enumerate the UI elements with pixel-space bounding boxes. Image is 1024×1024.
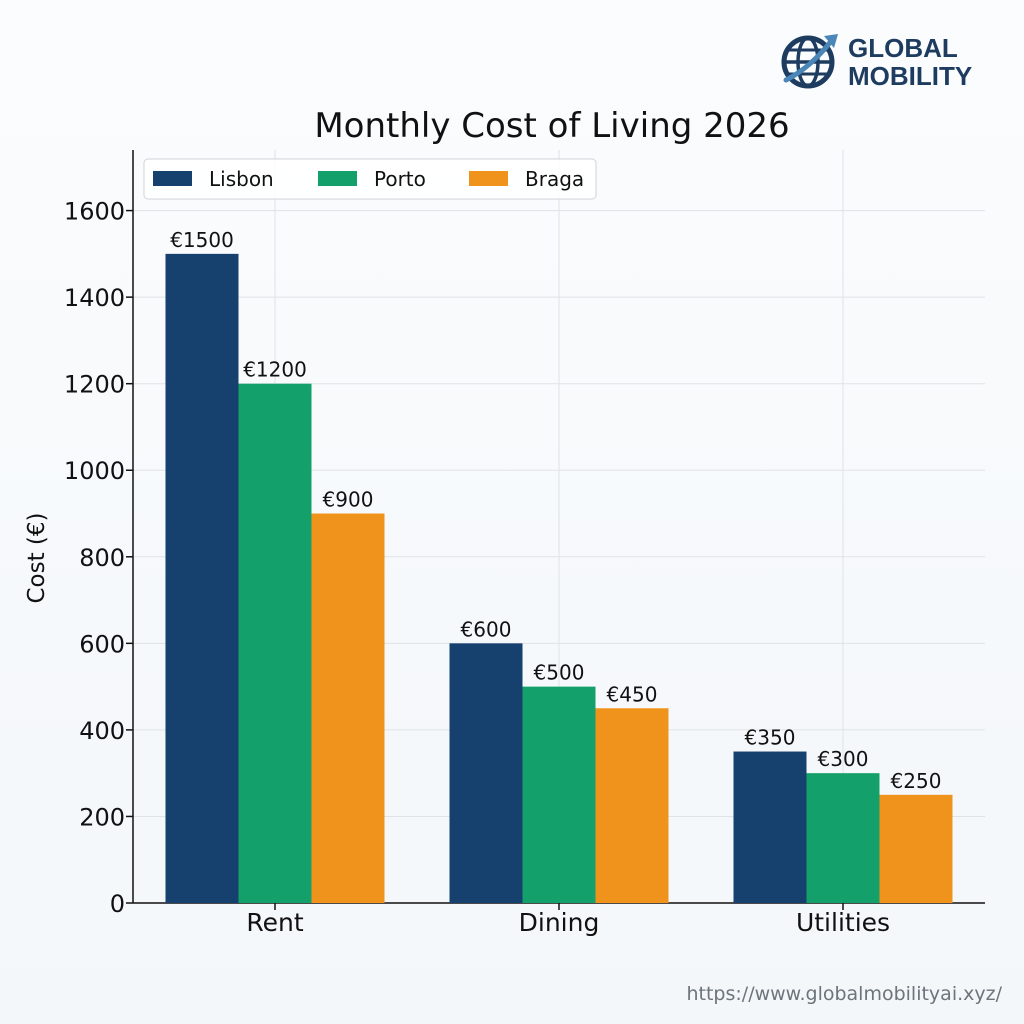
y-tick-label: 1000 (64, 457, 125, 485)
y-tick-label: 800 (79, 544, 125, 572)
bar-braga-rent (311, 513, 385, 903)
bar-porto-dining (522, 686, 596, 903)
x-category-label: Utilities (796, 908, 890, 937)
legend-box (143, 158, 597, 200)
data-label: €300 (818, 747, 869, 771)
data-label: €600 (461, 617, 512, 641)
website-url[interactable]: https://www.globalmobilityai.xyz/ (686, 983, 1002, 1005)
brand-line-2: MOBILITY (848, 61, 973, 91)
data-labels: €1500 €1200 €900 €600 €500 €450 €350 €300 €250 (170, 228, 941, 793)
data-label: €900 (323, 488, 374, 512)
legend-label-lisbon: Lisbon (209, 167, 274, 191)
data-label: €1200 (243, 358, 307, 382)
bar-braga-dining (595, 708, 669, 903)
global-mobility-logo: GLOBAL MOBILITY (780, 30, 1010, 94)
x-axis-categories: Rent Dining Utilities (246, 903, 890, 937)
y-tick-label: 600 (79, 630, 125, 658)
legend-label-porto: Porto (374, 167, 426, 191)
bar-lisbon-dining (449, 643, 523, 903)
y-axis-ticks: 0 200 400 600 800 1000 1200 1400 1600 (64, 198, 133, 918)
bar-lisbon-utilities (733, 751, 807, 903)
x-category-label: Rent (246, 908, 303, 937)
legend-swatch-porto (318, 171, 357, 186)
legend-swatch-lisbon (153, 171, 192, 186)
x-category-label: Dining (519, 908, 600, 937)
bar-porto-utilities (806, 773, 880, 903)
legend-swatch-braga (469, 171, 508, 186)
y-tick-label: 1600 (64, 198, 125, 226)
bar-lisbon-rent (165, 253, 239, 904)
y-tick-label: 200 (79, 803, 125, 831)
y-axis-label: Cost (€) (24, 512, 50, 603)
y-tick-label: 0 (110, 890, 125, 918)
chart-title: Monthly Cost of Living 2026 (314, 106, 789, 146)
globe-with-arrow-icon (781, 34, 838, 89)
bars (165, 253, 953, 904)
data-label: €1500 (170, 228, 234, 252)
data-label: €500 (534, 661, 585, 685)
data-label: €250 (891, 769, 942, 793)
y-tick-label: 1200 (64, 371, 125, 399)
brand-line-1: GLOBAL (848, 33, 958, 63)
legend-label-braga: Braga (525, 167, 584, 191)
legend: Lisbon Porto Braga (143, 158, 597, 200)
bar-porto-rent (238, 383, 312, 903)
y-tick-label: 400 (79, 717, 125, 745)
bar-braga-utilities (879, 794, 953, 903)
y-tick-label: 1400 (64, 284, 125, 312)
data-label: €350 (745, 726, 796, 750)
data-label: €450 (607, 682, 658, 706)
